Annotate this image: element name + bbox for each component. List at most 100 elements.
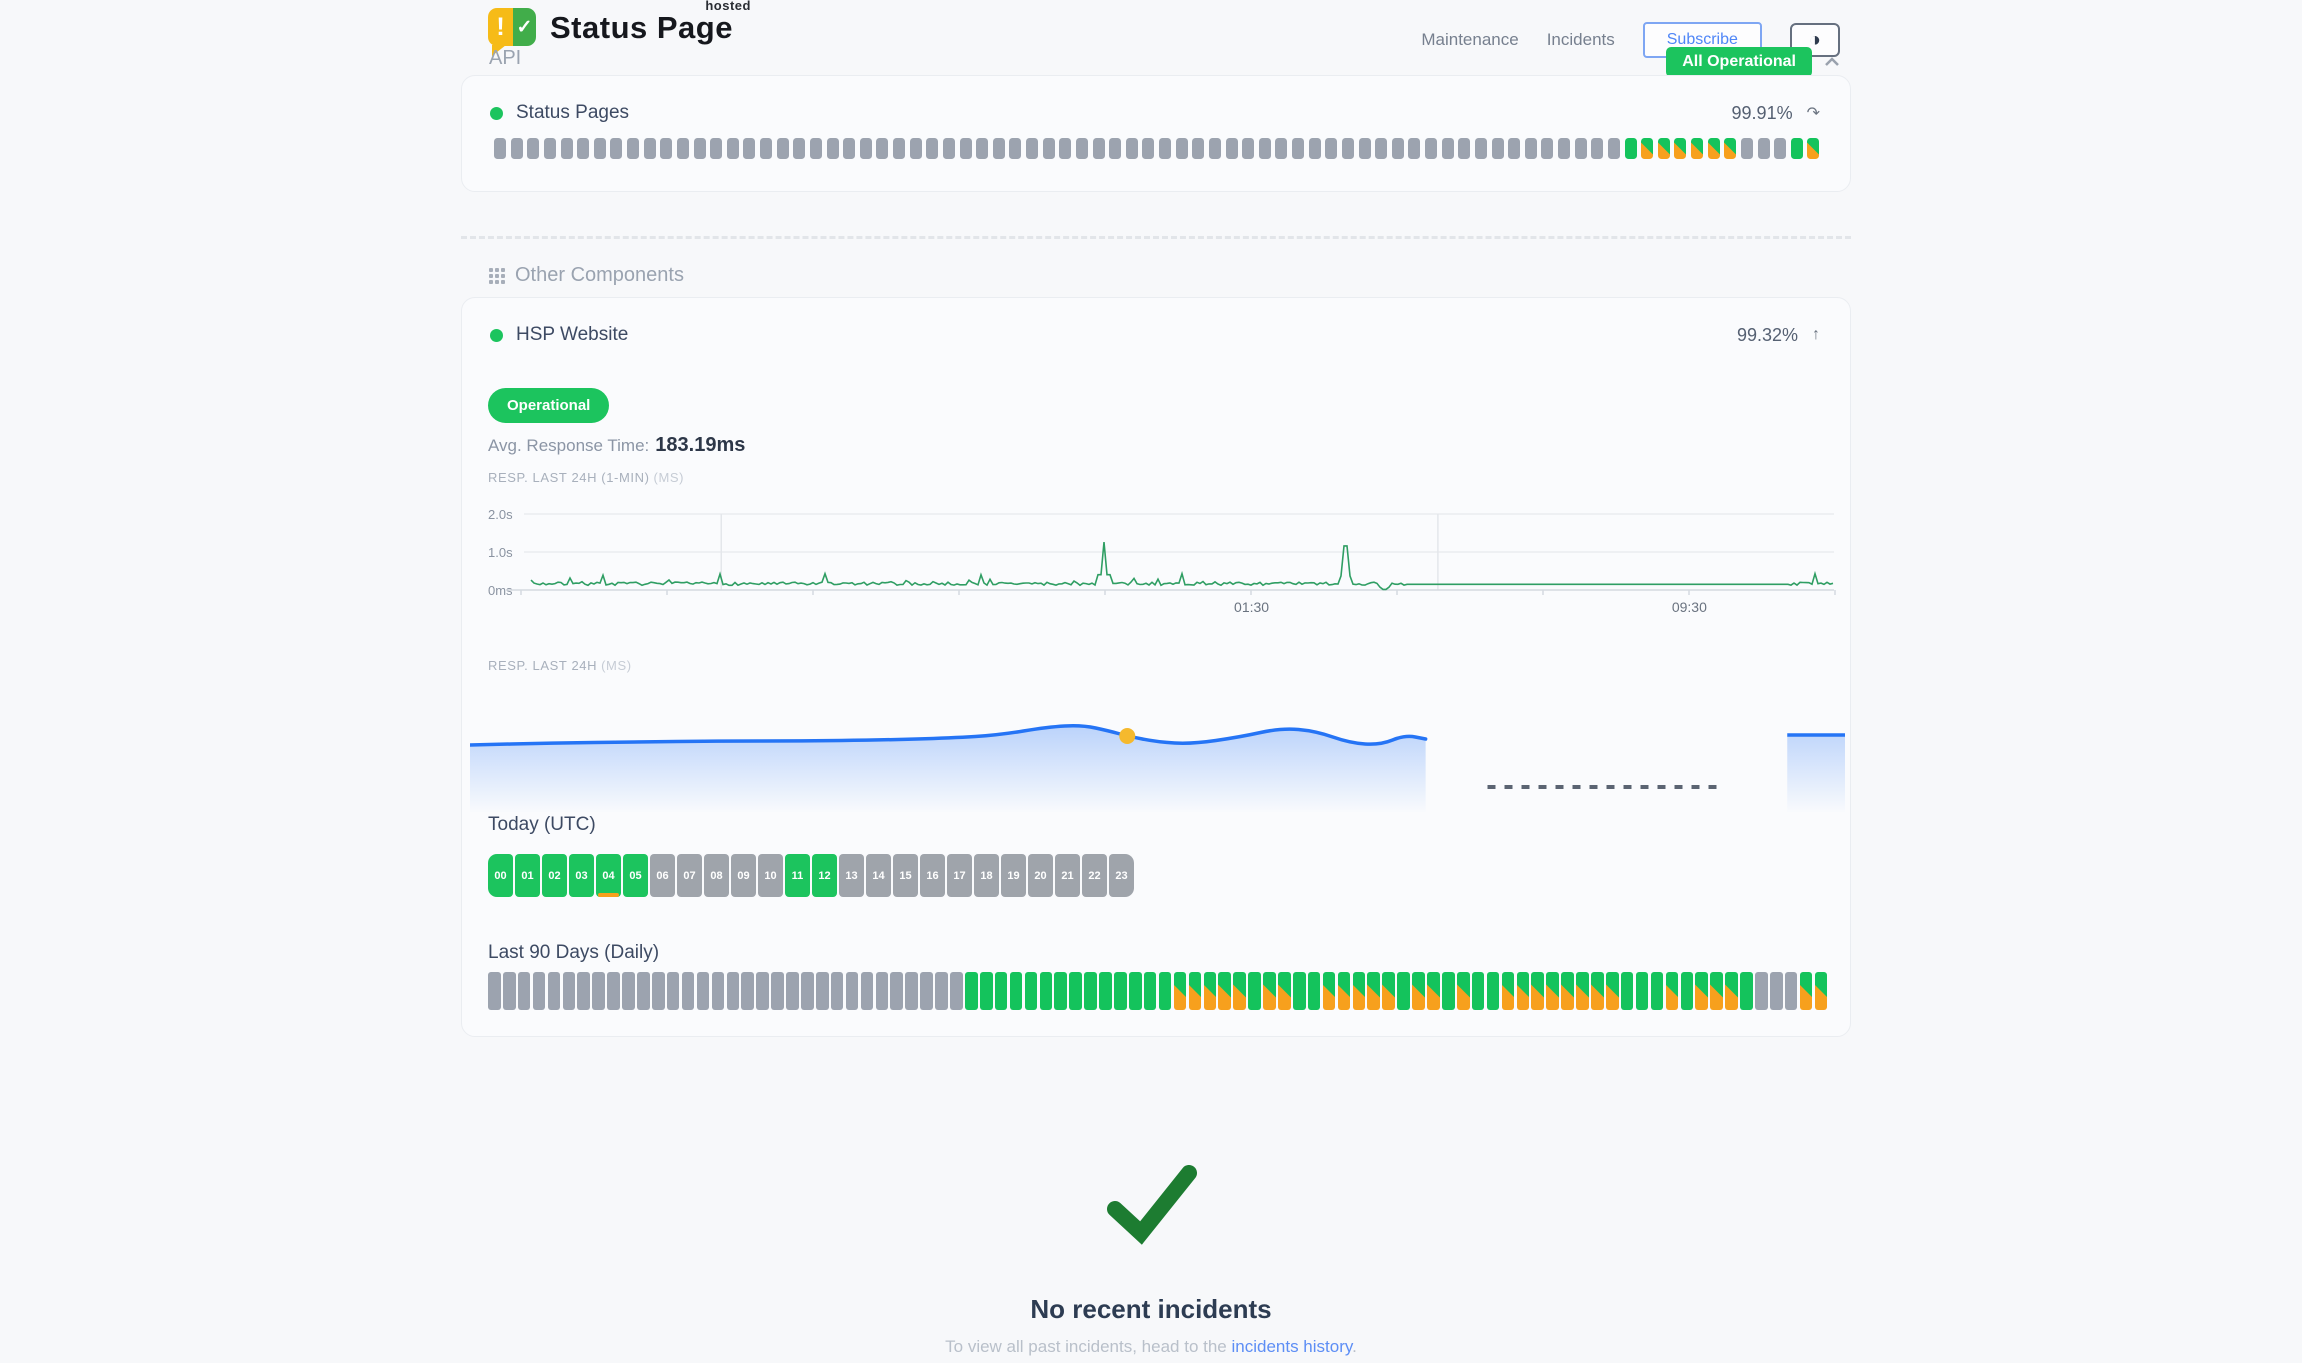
today-title: Today (UTC): [488, 814, 596, 835]
no-incidents-subtitle: To view all past incidents, head to the …: [945, 1337, 1357, 1356]
no-incidents-block: No recent incidents To view all past inc…: [0, 1163, 2302, 1357]
section-title-other: Other Components: [489, 264, 684, 287]
app-logo[interactable]: ! ✓ Status Page hosted: [488, 0, 750, 56]
uptime-day-bar: [1391, 138, 1404, 159]
uptime-day-bar: [959, 138, 972, 159]
uptime-day-bar: [1248, 972, 1261, 1010]
hour-block-10: 10: [758, 854, 783, 897]
operational-badge: Operational: [488, 388, 610, 423]
uptime-day-bar: [1042, 138, 1055, 159]
uptime-day-bar: [1026, 138, 1038, 159]
uptime-day-bar: [950, 972, 963, 1010]
uptime-day-bar: [994, 972, 1008, 1010]
partial-outage-marker: [598, 893, 619, 897]
uptime-day-bar: [681, 972, 695, 1010]
last90-title: Last 90 Days (Daily): [488, 942, 660, 963]
nav-incidents[interactable]: Incidents: [1546, 30, 1615, 49]
uptime-day-bar: [1807, 138, 1820, 159]
uptime-day-bar: [1258, 138, 1271, 159]
uptime-day-bar: [1784, 972, 1798, 1010]
uptime-day-bar: [1657, 138, 1670, 159]
uptime-day-bar: [1635, 972, 1649, 1010]
uptime-day-bar: [905, 972, 918, 1010]
uptime-day-bar: [1757, 138, 1770, 159]
uptime-day-bar: [909, 138, 922, 159]
uptime-day-bar: [1084, 972, 1097, 1010]
component-name: Status Pages: [516, 102, 630, 123]
uptime-day-bar: [1508, 138, 1521, 159]
hour-block-15: 15: [893, 854, 918, 897]
uptime-day-bar: [992, 138, 1005, 159]
refresh-icon[interactable]: ↷: [1806, 105, 1820, 122]
avg-response-value: 183.19ms: [655, 434, 746, 456]
uptime-day-bar: [1159, 138, 1171, 159]
chevron-up-icon[interactable]: [1824, 57, 1840, 67]
uptime-day-bar: [1561, 972, 1574, 1010]
overall-status[interactable]: All Operational: [1666, 47, 1840, 77]
svg-text:1.0s: 1.0s: [488, 545, 513, 560]
uptime-day-bar: [1024, 972, 1038, 1010]
uptime-day-bar: [1292, 138, 1304, 159]
uptime-day-bar: [1576, 972, 1589, 1010]
uptime-day-bar: [1624, 138, 1637, 159]
uptime-day-bar: [696, 972, 710, 1010]
uptime-day-bar: [876, 138, 889, 159]
uptime-day-bar: [1524, 138, 1537, 159]
uptime-day-bar: [1605, 972, 1619, 1010]
uptime-day-bar: [1725, 972, 1738, 1010]
hour-block-06: 06: [650, 854, 675, 897]
uptime-day-bar: [1427, 972, 1440, 1010]
uptime-day-bar: [527, 138, 540, 159]
uptime-day-bar: [1680, 972, 1694, 1010]
uptime-day-bar: [801, 972, 814, 1010]
today-hours-strip: 00 01 02 03 04 05 06 07 08 09 10 11 12 13 14 15 16 17 18 19…: [488, 854, 1134, 897]
uptime-day-bar: [1707, 138, 1720, 159]
uptime-day-bar: [1142, 138, 1155, 159]
uptime-day-bar: [1641, 138, 1654, 159]
uptime-day-bar: [1099, 972, 1112, 1010]
uptime-day-bar: [1558, 138, 1570, 159]
uptime-day-bar: [1337, 972, 1351, 1010]
component-row[interactable]: HSP Website 99.32% ↑: [462, 298, 1850, 346]
uptime-day-bar: [826, 138, 839, 159]
uptime-day-bar: [743, 138, 756, 159]
hour-block-05: 05: [623, 854, 648, 897]
uptime-day-bar: [1188, 972, 1202, 1010]
uptime-day-bar: [1218, 972, 1231, 1010]
uptime-day-bar: [1075, 138, 1088, 159]
uptime-day-bar: [1650, 972, 1664, 1010]
uptime-day-bar: [756, 972, 769, 1010]
uptime-day-bar: [1173, 972, 1187, 1010]
uptime-day-bar: [1491, 138, 1504, 159]
uptime-day-bar: [1531, 972, 1545, 1010]
logo-bubble-icon: ! ✓: [488, 8, 536, 56]
uptime-day-bar: [809, 138, 822, 159]
uptime-day-bar: [1710, 972, 1723, 1010]
uptime-day-bar: [1740, 138, 1753, 159]
uptime-day-bar: [893, 138, 905, 159]
incidents-history-link[interactable]: incidents history: [1231, 1337, 1353, 1356]
uptime-day-bar: [502, 972, 516, 1010]
hour-block-22: 22: [1082, 854, 1107, 897]
uptime-day-bar: [676, 138, 689, 159]
response-time-area-chart: [468, 684, 1845, 829]
uptime-day-bar: [711, 972, 725, 1010]
uptime-day-bar: [592, 972, 605, 1010]
component-row[interactable]: Status Pages 99.91% ↷: [462, 76, 1850, 124]
uptime-bar-strip: [494, 138, 1820, 159]
uptime-day-bar: [1799, 972, 1813, 1010]
uptime-day-bar: [1425, 138, 1437, 159]
nav-maintenance[interactable]: Maintenance: [1421, 30, 1519, 49]
hour-block-07: 07: [677, 854, 702, 897]
uptime-day-bar: [935, 972, 948, 1010]
uptime-day-bar: [1325, 138, 1338, 159]
svg-text:01:30: 01:30: [1234, 599, 1269, 615]
uptime-day-bar: [1471, 972, 1485, 1010]
uptime-day-bar: [710, 138, 723, 159]
uptime-day-bar: [859, 138, 872, 159]
uptime-day-bar: [1665, 972, 1679, 1010]
uptime-day-bar: [1308, 138, 1321, 159]
uptime-day-bar: [543, 138, 556, 159]
hour-block-18: 18: [974, 854, 999, 897]
uptime-day-bar: [610, 138, 623, 159]
